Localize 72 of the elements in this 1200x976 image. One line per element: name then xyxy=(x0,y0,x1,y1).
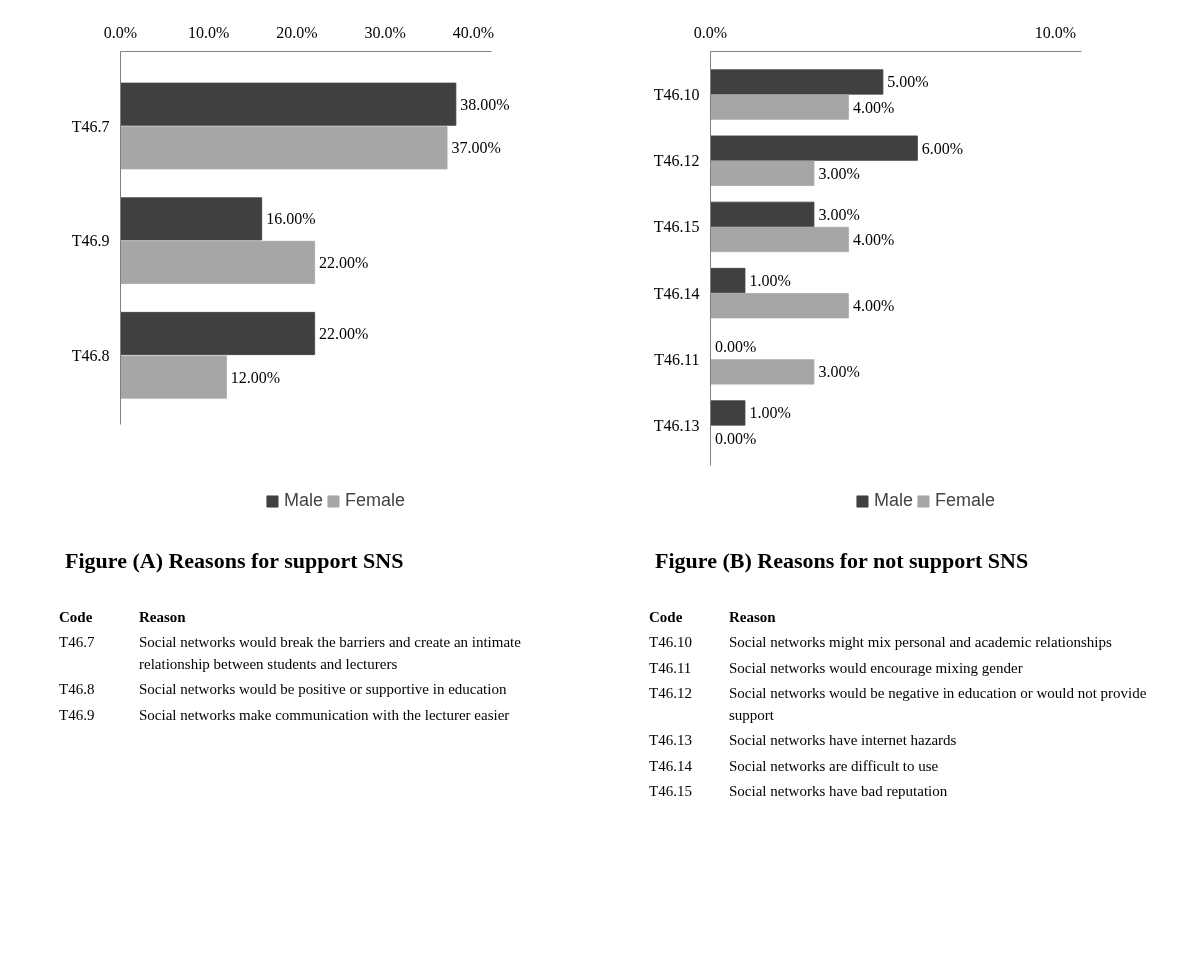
x-tick-label: 0.0% xyxy=(103,23,138,41)
legend-label: Male xyxy=(873,490,913,511)
y-tick-label: T46.8 xyxy=(71,346,110,364)
data-label: 22.00% xyxy=(319,253,369,271)
bar xyxy=(710,226,849,253)
y-tick-label: T46.14 xyxy=(653,284,700,302)
text: Social networks would be negative in education or would not provide support xyxy=(728,684,1148,725)
bar xyxy=(120,355,227,399)
x-tick-label: 20.0% xyxy=(276,23,318,41)
text: T46.9 xyxy=(58,705,96,725)
y-tick-label: T46.10 xyxy=(653,86,700,104)
text: Figure (A) Reasons for support SNS xyxy=(65,547,404,575)
text: Social networks might mix personal and academic relationships xyxy=(728,633,1113,653)
text: Code xyxy=(58,608,94,627)
y-tick-label: T46.15 xyxy=(653,218,700,236)
data-label: 3.00% xyxy=(818,205,860,223)
bar xyxy=(710,201,815,227)
legend-label: Female xyxy=(344,490,406,511)
bar xyxy=(710,69,884,95)
bar xyxy=(710,160,815,186)
data-label: 12.00% xyxy=(230,368,281,386)
data-label: 1.00% xyxy=(749,272,791,290)
data-label: 0.00% xyxy=(714,429,757,447)
bar xyxy=(710,135,918,161)
data-label: 1.00% xyxy=(749,404,791,422)
data-label: 5.00% xyxy=(887,73,929,91)
data-label: 37.00% xyxy=(451,139,501,157)
bar xyxy=(120,311,316,356)
data-label: 0.00% xyxy=(714,338,757,356)
text: Social networks have internet hazards xyxy=(728,731,958,751)
bar xyxy=(710,293,849,319)
x-tick-label: 10.0% xyxy=(1034,23,1076,41)
y-tick-label: T46.13 xyxy=(653,417,700,435)
bar xyxy=(120,197,263,241)
bar xyxy=(120,240,316,284)
bar xyxy=(710,94,849,120)
x-tick-label: 0.0% xyxy=(693,23,728,41)
text: Social networks have bad reputation xyxy=(728,781,949,801)
bar xyxy=(120,126,448,170)
text: Social networks would encourage mixing gender xyxy=(728,658,1024,678)
bar xyxy=(120,82,457,126)
legend-label: Female xyxy=(934,490,996,511)
text: Social networks would be positive or supportive in education xyxy=(138,680,508,700)
text: Figure (B) Reasons for not support SNS xyxy=(655,547,1029,575)
data-label: 22.00% xyxy=(319,325,369,342)
text: Social networks would break the barriers and create an intimate relationship between students and lecturers xyxy=(138,633,522,674)
text: Social networks are difficult to use xyxy=(728,756,940,776)
x-tick-label: 10.0% xyxy=(188,23,230,41)
data-label: 3.00% xyxy=(818,164,860,182)
data-label: 4.00% xyxy=(852,231,895,248)
y-tick-label: T46.11 xyxy=(654,350,700,368)
y-tick-label: T46.7 xyxy=(71,117,110,135)
legend-label: Male xyxy=(283,490,323,511)
data-label: 4.00% xyxy=(852,98,895,116)
y-tick-label: T46.9 xyxy=(71,232,110,250)
bar xyxy=(710,267,746,294)
text: Social networks make communication with the lecturer easier xyxy=(138,705,511,725)
text: Reason xyxy=(138,608,187,627)
bar xyxy=(710,400,746,426)
bar xyxy=(710,359,815,385)
data-label: 38.00% xyxy=(460,95,510,113)
data-label: 6.00% xyxy=(921,139,964,157)
data-label: 4.00% xyxy=(852,297,895,315)
x-tick-label: 30.0% xyxy=(364,23,406,41)
text: T46.8 xyxy=(58,680,96,700)
text: T46.7 xyxy=(58,633,96,653)
text: Reason xyxy=(728,608,777,627)
data-label: 16.00% xyxy=(266,210,316,228)
x-tick-label: 40.0% xyxy=(452,23,495,41)
y-tick-label: T46.12 xyxy=(653,152,700,170)
data-label: 3.00% xyxy=(818,363,860,381)
text: Code xyxy=(648,608,684,627)
